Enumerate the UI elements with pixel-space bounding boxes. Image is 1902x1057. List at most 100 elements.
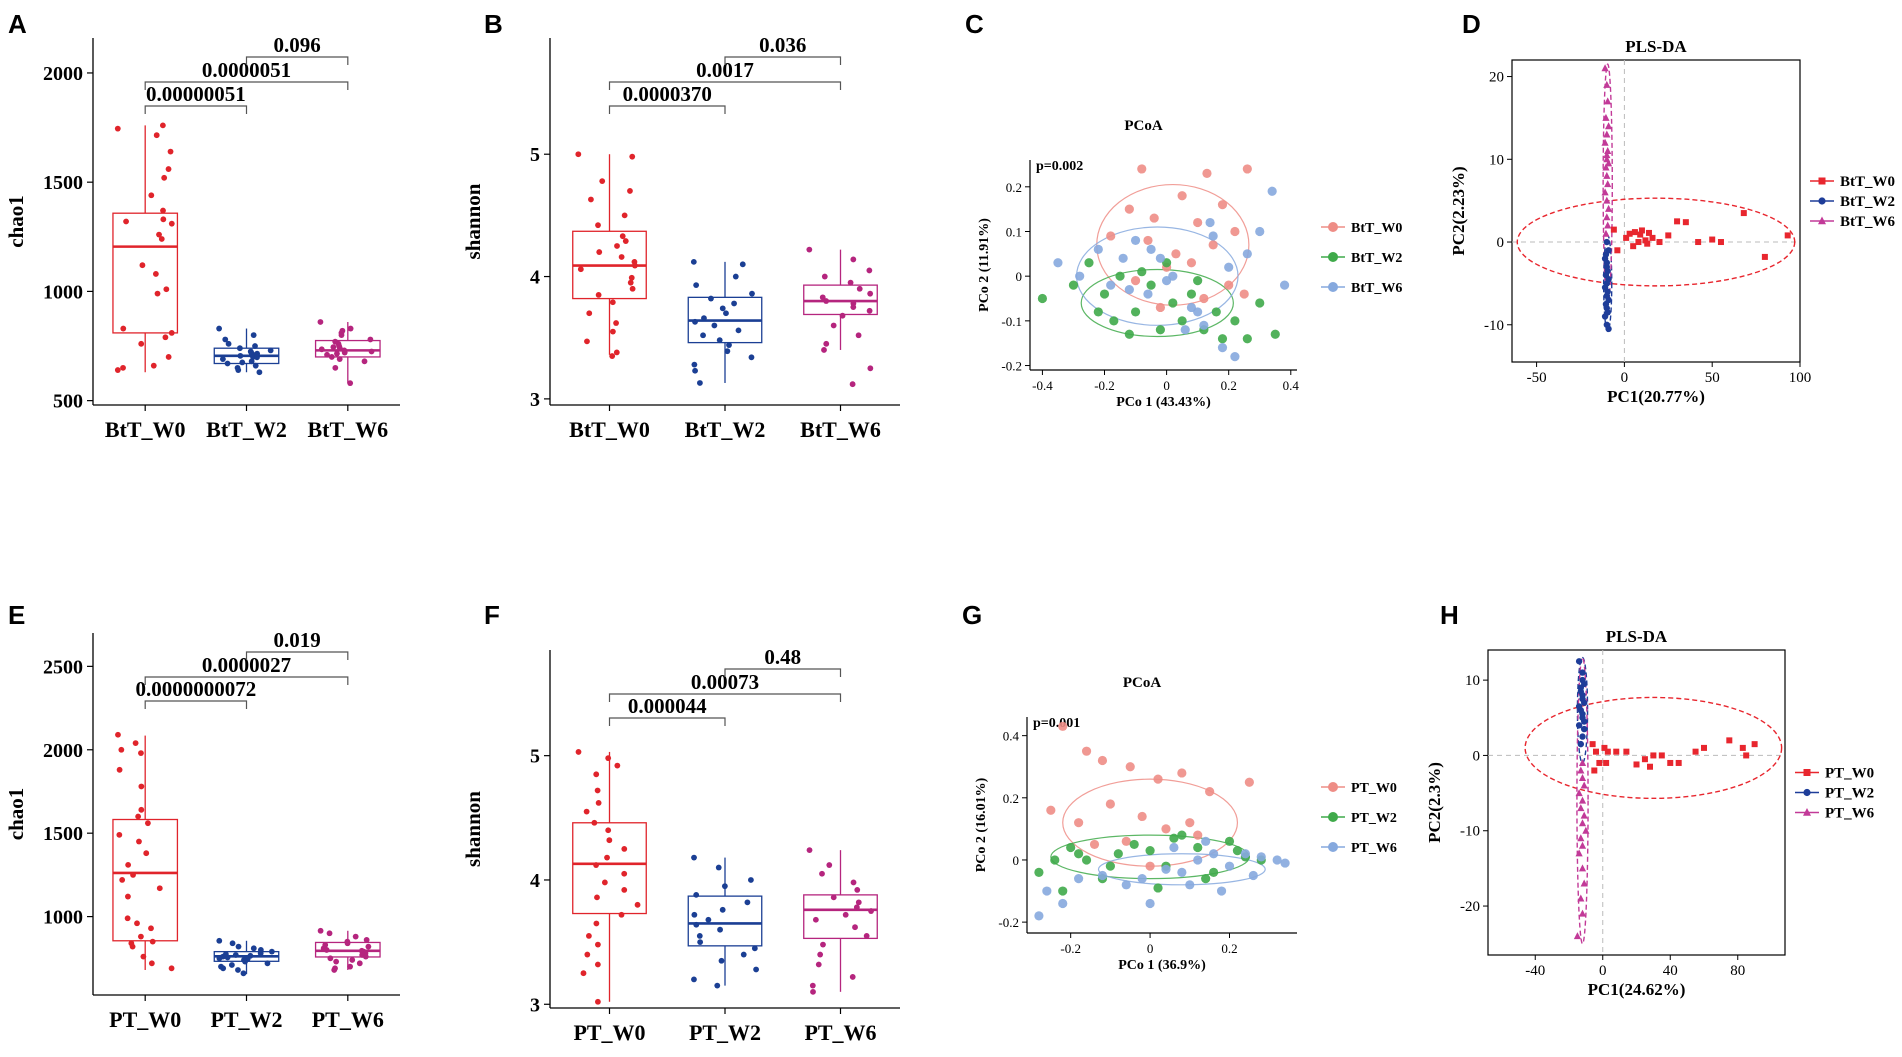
data-point (135, 813, 142, 820)
data-point (1645, 229, 1652, 236)
data-point (1582, 826, 1590, 834)
data-point (691, 976, 697, 983)
x-tick-label: 40 (1663, 963, 1678, 979)
data-point (1153, 774, 1163, 784)
data-point (1242, 249, 1252, 259)
data-point (1604, 221, 1612, 229)
data-point (697, 939, 704, 946)
legend-marker (1803, 769, 1811, 776)
legend-marker (1328, 252, 1338, 262)
data-point (338, 332, 345, 338)
data-point (849, 381, 856, 388)
data-point (820, 941, 826, 948)
data-point (1603, 238, 1611, 246)
data-point (1577, 834, 1585, 842)
data-point (856, 285, 863, 292)
data-point (618, 254, 625, 260)
data-point (1610, 226, 1617, 233)
y-axis-label: PC2(2.3%) (1425, 762, 1444, 843)
y-tick-label: -0.2 (998, 915, 1019, 930)
data-point (1199, 293, 1209, 304)
data-point (627, 279, 634, 286)
panel-label: G (962, 600, 982, 630)
data-point (1575, 658, 1583, 665)
data-point (1577, 688, 1585, 695)
data-point (224, 360, 231, 367)
data-point (1602, 163, 1610, 171)
data-point (842, 911, 849, 918)
confidence-ellipse (1516, 197, 1796, 287)
y-axis-label: chao1 (4, 788, 28, 841)
data-point (120, 364, 126, 371)
data-point (700, 332, 706, 339)
y-tick-label: 3 (530, 994, 540, 1016)
data-point (1121, 880, 1131, 890)
data-point (853, 904, 860, 911)
data-point (1603, 171, 1611, 179)
x-tick-label: 0 (1163, 378, 1170, 393)
data-point (1591, 767, 1598, 774)
data-point (1578, 909, 1587, 917)
data-point (604, 854, 610, 861)
y-tick-label: 2000 (43, 63, 83, 85)
legend-label: PT_W6 (1825, 806, 1875, 822)
data-point (1075, 271, 1085, 281)
data-point (1593, 748, 1599, 755)
data-point (863, 933, 870, 939)
data-point (599, 178, 606, 185)
data-point (1224, 836, 1235, 846)
data-point (1155, 253, 1165, 263)
data-point (1097, 755, 1108, 766)
data-point (1649, 234, 1656, 241)
data-point (696, 933, 703, 939)
panel-label: B (484, 9, 503, 39)
data-point (163, 286, 170, 293)
data-point (331, 967, 338, 973)
data-point (613, 349, 620, 356)
legend-label: BtT_W6 (1840, 214, 1896, 230)
data-point (817, 951, 824, 958)
data-point (356, 960, 363, 967)
data-point (855, 332, 862, 339)
data-point (1130, 276, 1141, 286)
data-point (593, 771, 600, 778)
x-tick-label: 100 (1789, 370, 1812, 386)
data-point (1579, 710, 1586, 718)
data-point (116, 831, 123, 838)
data-point (327, 955, 334, 962)
data-point (347, 380, 354, 387)
data-point (1674, 218, 1681, 225)
data-point (830, 894, 837, 901)
data-point (819, 870, 825, 877)
data-point (1740, 210, 1747, 217)
data-point (1280, 858, 1290, 868)
data-point (347, 325, 354, 332)
p-value-label: 0.096 (274, 33, 321, 57)
data-point (1074, 849, 1084, 859)
x-tick-label: PT_W2 (210, 1007, 282, 1032)
x-tick-label: PT_W0 (573, 1020, 645, 1045)
y-tick-label: 0 (1497, 235, 1505, 251)
data-point (115, 731, 121, 738)
data-point (168, 965, 175, 972)
p-value-label: 0.00000051 (146, 82, 246, 106)
x-tick-label: PT_W6 (312, 1007, 384, 1032)
significance-bracket (245, 651, 349, 660)
data-point (317, 927, 324, 934)
data-point (130, 871, 136, 878)
data-point (1602, 229, 1610, 237)
data-point (1603, 196, 1611, 204)
x-tick-label: 0.2 (1221, 378, 1237, 393)
data-point (1137, 874, 1147, 884)
y-tick-label: -0.2 (1001, 359, 1022, 374)
data-point (1256, 852, 1266, 862)
panel-label: C (965, 9, 984, 39)
data-point (1650, 752, 1657, 759)
data-point (1601, 313, 1609, 320)
data-point (1146, 280, 1156, 290)
data-point (1578, 796, 1587, 804)
data-point (138, 806, 145, 813)
data-point (618, 911, 625, 918)
data-point (257, 950, 264, 957)
data-point (594, 787, 601, 794)
